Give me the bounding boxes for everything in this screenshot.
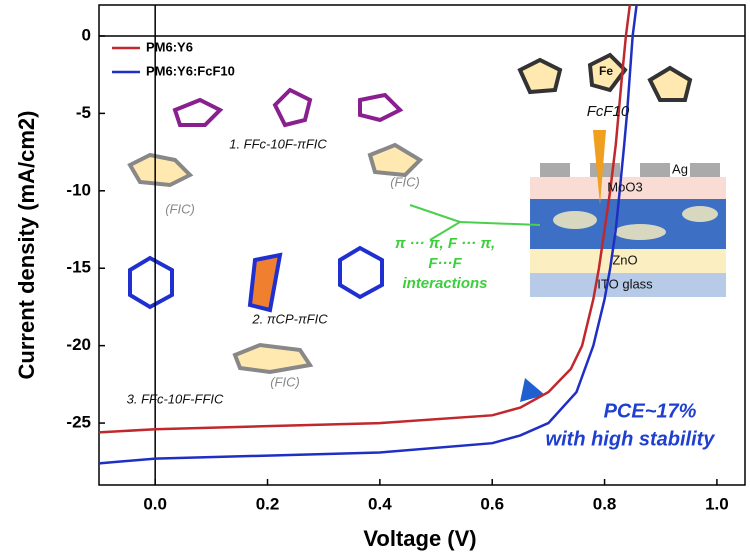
x-tick-label: 0.2 bbox=[256, 494, 280, 513]
annotation: FcF10 bbox=[587, 103, 630, 120]
electrode bbox=[640, 163, 670, 177]
molecule bbox=[127, 152, 194, 188]
annotation: Ag bbox=[672, 161, 688, 176]
plot-frame bbox=[98, 4, 746, 486]
molecule bbox=[247, 252, 283, 313]
molecule bbox=[272, 87, 313, 128]
domain bbox=[614, 224, 666, 240]
connector bbox=[429, 221, 461, 241]
annotation: 3. FFc-10F-FFIC bbox=[127, 391, 224, 406]
layer bbox=[530, 177, 726, 199]
electrode bbox=[690, 163, 720, 177]
annotation: ZnO bbox=[612, 252, 637, 267]
molecule bbox=[172, 97, 224, 127]
y-tick-label: -25 bbox=[66, 413, 91, 432]
annotation: (FIC) bbox=[390, 174, 420, 189]
molecule bbox=[517, 57, 563, 95]
annotation: F···F bbox=[428, 255, 462, 272]
x-tick-label: 0.8 bbox=[593, 494, 617, 513]
molecule-illustration bbox=[127, 52, 693, 375]
y-tick-label: 0 bbox=[82, 25, 91, 44]
y-tick-label: -5 bbox=[76, 103, 91, 122]
annotation: MoO3 bbox=[607, 179, 642, 194]
electrode bbox=[540, 163, 570, 177]
x-tick-label: 1.0 bbox=[705, 494, 729, 513]
molecule bbox=[232, 342, 314, 375]
y-tick-label: -10 bbox=[66, 180, 91, 199]
annotation: interactions bbox=[402, 275, 487, 292]
y-axis-label: Current density (mA/cm2) bbox=[14, 111, 39, 380]
annotation: ITO glass bbox=[597, 276, 653, 291]
arrow bbox=[593, 130, 606, 205]
molecule bbox=[338, 245, 384, 300]
annotation: (FIC) bbox=[270, 374, 300, 389]
annotation: with high stability bbox=[546, 428, 716, 450]
annotation: Fe bbox=[599, 64, 613, 78]
annotation: π ··· π, F ··· π, bbox=[395, 235, 495, 252]
molecule bbox=[647, 65, 693, 102]
domain bbox=[553, 211, 597, 229]
molecule bbox=[128, 255, 174, 310]
x-tick-label: 0.6 bbox=[480, 494, 504, 513]
legend-label: PM6:Y6 bbox=[146, 39, 193, 54]
x-axis-label: Voltage (V) bbox=[363, 526, 476, 551]
x-tick-label: 0.4 bbox=[368, 494, 392, 513]
connector bbox=[409, 204, 461, 223]
annotation: 2. πCP-πFIC bbox=[251, 311, 328, 326]
molecule bbox=[587, 52, 628, 93]
y-tick-label: -20 bbox=[66, 335, 91, 354]
arrow bbox=[520, 378, 545, 402]
connector bbox=[459, 221, 541, 226]
annotation: PCE~17% bbox=[604, 400, 697, 422]
x-tick-label: 0.0 bbox=[143, 494, 167, 513]
layer bbox=[530, 249, 726, 273]
y-tick-label: -15 bbox=[66, 258, 91, 277]
molecule bbox=[367, 142, 424, 178]
legend-label: PM6:Y6:FcF10 bbox=[146, 63, 235, 78]
device-illustration bbox=[409, 130, 726, 402]
series-line bbox=[98, 4, 638, 465]
electrode bbox=[590, 163, 620, 177]
annotation: 1. FFc-10F-πFIC bbox=[229, 136, 327, 151]
series-line bbox=[98, 4, 632, 434]
layer bbox=[530, 273, 726, 297]
domain bbox=[682, 206, 718, 222]
molecule bbox=[358, 92, 404, 123]
annotation: (FIC) bbox=[165, 201, 195, 216]
